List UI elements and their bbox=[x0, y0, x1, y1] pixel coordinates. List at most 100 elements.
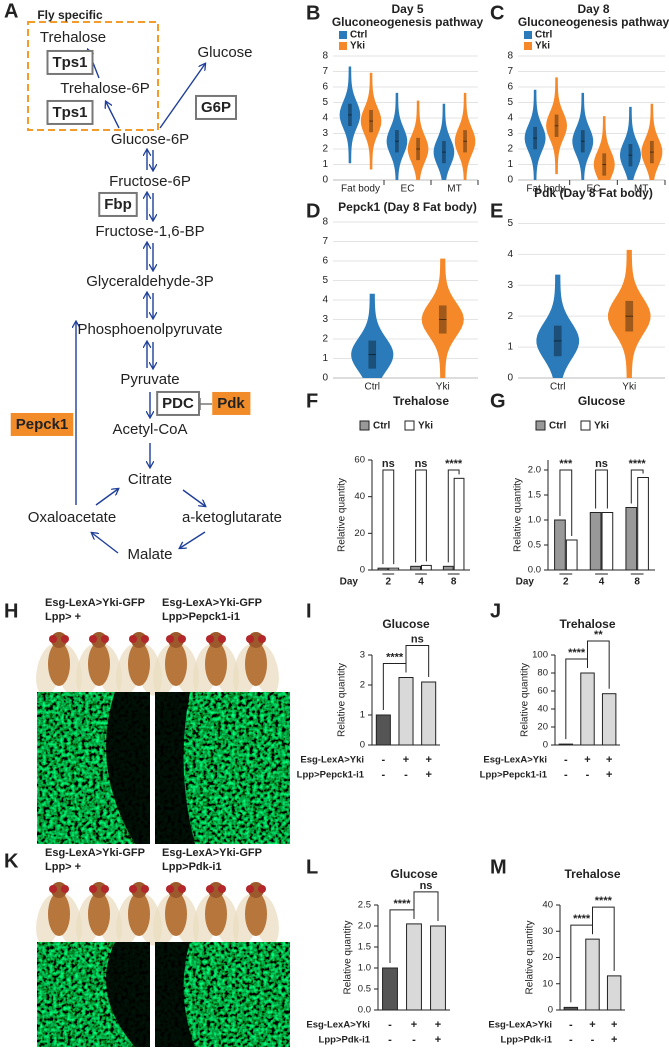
legend-swatch bbox=[580, 420, 591, 431]
inhibition bbox=[199, 398, 212, 410]
fly-eye bbox=[89, 885, 97, 893]
bar bbox=[375, 714, 391, 746]
panel-label: E bbox=[490, 200, 503, 222]
y-tick-label: 20 bbox=[542, 952, 553, 963]
x-tick-label: 8 bbox=[451, 577, 457, 588]
significance-label: ** bbox=[594, 629, 603, 641]
condition-label: Esg-LexA>Yki bbox=[483, 755, 547, 766]
x-tick-label: Yki bbox=[436, 382, 450, 393]
chart-title: Day 8 bbox=[577, 2, 609, 16]
y-tick-label: 2 bbox=[507, 144, 513, 155]
legend-label: Ctrl bbox=[549, 421, 566, 432]
y-tick-label: 1.5 bbox=[528, 490, 541, 501]
condition-mark: - bbox=[569, 1019, 573, 1031]
fly-eye bbox=[89, 635, 97, 643]
legend-label: Yki bbox=[594, 421, 609, 432]
fly-eye bbox=[49, 635, 57, 643]
x-tick-label: MT bbox=[634, 184, 648, 195]
y-tick-label: 40 bbox=[542, 900, 553, 911]
legend-label: Ctrl bbox=[535, 30, 552, 41]
enzyme-box-highlight bbox=[212, 391, 251, 415]
y-tick-label: 60 bbox=[537, 686, 548, 697]
condition-mark: - bbox=[381, 769, 385, 781]
fly-eye bbox=[61, 885, 69, 893]
condition-mark: + bbox=[606, 769, 612, 781]
pathway-node: Oxaloacetate bbox=[28, 509, 116, 526]
genotype-label: Lpp>Pdk-i1 bbox=[162, 861, 222, 873]
bar bbox=[585, 938, 600, 1011]
fly-body bbox=[88, 642, 110, 686]
condition-mark: - bbox=[569, 1034, 573, 1046]
violin bbox=[572, 92, 594, 180]
bar bbox=[625, 507, 638, 571]
condition-mark: + bbox=[584, 754, 590, 766]
y-tick-label: 7 bbox=[322, 66, 328, 77]
y-tick-label: 0.0 bbox=[528, 565, 541, 576]
y-tick-label: 2 bbox=[322, 334, 328, 345]
x-tick-label: 4 bbox=[599, 577, 605, 588]
fly-eye bbox=[258, 635, 266, 643]
y-tick-label: 0 bbox=[507, 175, 513, 186]
bar bbox=[637, 477, 649, 571]
genotype-label: Lpp>Pepck1-i1 bbox=[162, 611, 240, 623]
significance-label: ns bbox=[595, 458, 608, 470]
fly-body bbox=[88, 892, 110, 936]
x-tick-label: 2 bbox=[386, 577, 392, 588]
y-tick-label: 4 bbox=[322, 295, 328, 306]
legend-swatch bbox=[524, 42, 532, 50]
panel-label: I bbox=[306, 600, 312, 622]
bar bbox=[601, 512, 614, 571]
condition-mark: - bbox=[564, 769, 568, 781]
y-tick-label: 0 bbox=[322, 373, 328, 384]
violin bbox=[454, 92, 476, 180]
y-axis-label: Relative quantity bbox=[337, 478, 348, 552]
fly-body bbox=[245, 892, 267, 936]
x-tick-label: 4 bbox=[418, 577, 424, 588]
fly-eye bbox=[178, 885, 186, 893]
pathway-node: Trehalose bbox=[40, 29, 106, 46]
y-tick-label: 6 bbox=[322, 256, 328, 267]
condition-label: Esg-LexA>Yki bbox=[300, 755, 364, 766]
chart-title: Day 5 bbox=[391, 2, 423, 16]
y-tick-label: 0 bbox=[322, 175, 328, 186]
significance-bracket bbox=[413, 891, 439, 921]
pathway-node: Pepck1 bbox=[16, 416, 69, 433]
enzyme-box bbox=[194, 94, 238, 120]
legend-label: Yki bbox=[418, 421, 433, 432]
y-tick-label: 0 bbox=[543, 740, 548, 751]
y-tick-label: 1 bbox=[507, 342, 513, 353]
enzyme-box bbox=[46, 99, 94, 125]
chart-title: Pdk (Day 8 Fat body) bbox=[534, 186, 653, 200]
violin bbox=[593, 116, 615, 180]
significance-label: **** bbox=[573, 913, 591, 925]
violin bbox=[641, 103, 663, 180]
bar bbox=[420, 564, 432, 571]
panel-label: M bbox=[490, 856, 507, 878]
significance-bracket bbox=[559, 469, 573, 536]
pathway-node: Glyceraldehyde-3P bbox=[86, 273, 214, 290]
condition-mark: + bbox=[611, 1034, 617, 1046]
x-tick-label: Ctrl bbox=[364, 382, 380, 393]
pathway-node: Pdk bbox=[217, 395, 245, 412]
pathway-node: Trehalose-6P bbox=[60, 80, 150, 97]
significance-bracket bbox=[592, 906, 615, 971]
y-tick-label: 10 bbox=[542, 978, 553, 989]
bar bbox=[377, 567, 389, 571]
significance-label: **** bbox=[629, 458, 647, 470]
gfp-lumen bbox=[106, 942, 150, 1047]
bar bbox=[382, 967, 398, 1011]
panel-label: K bbox=[4, 850, 19, 872]
y-tick-label: 40 bbox=[354, 491, 365, 502]
condition-label: Esg-LexA>Yki bbox=[488, 1020, 552, 1031]
pathway-node: a-ketoglutarate bbox=[182, 509, 282, 526]
chart-title: Trehalose bbox=[393, 394, 449, 408]
fly-body bbox=[205, 642, 227, 686]
condition-label: Lpp>Pepck1-i1 bbox=[480, 770, 548, 781]
panel-label: H bbox=[4, 600, 18, 622]
fly-eye bbox=[166, 885, 174, 893]
y-axis-label: Relative quantity bbox=[525, 921, 536, 995]
y-axis-label: Relative quantity bbox=[520, 663, 531, 737]
pathway-node: Fbp bbox=[104, 196, 132, 213]
fly-body bbox=[205, 892, 227, 936]
